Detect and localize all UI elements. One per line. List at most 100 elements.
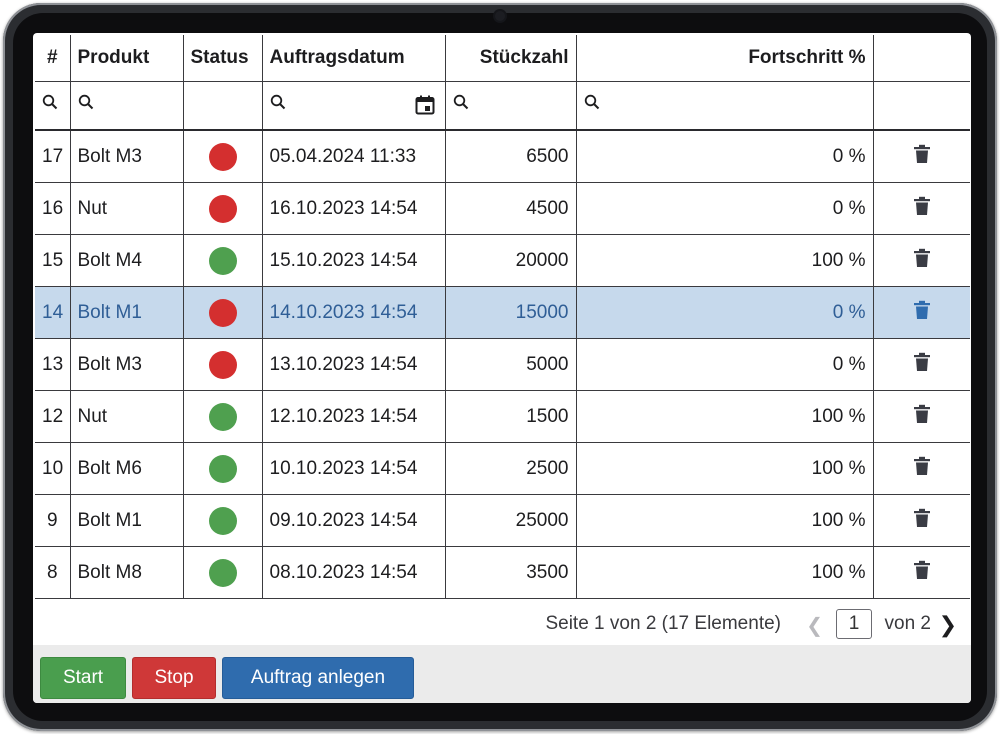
cell-quantity: 6500 (444, 129, 577, 183)
column-header-actions (872, 35, 970, 82)
pager: Seite 1 von 2 (17 Elemente) ❮ 1 von 2 ❯ (33, 608, 971, 640)
status-indicator (208, 298, 237, 327)
filter-status (182, 81, 263, 131)
calendar-icon[interactable] (414, 94, 436, 122)
column-header-date[interactable]: Auftragsdatum (261, 35, 446, 82)
table-header-row: # Produkt Status Auftragsdatum Stückzahl… (35, 35, 970, 82)
cell-id: 13 (35, 338, 71, 391)
cell-actions (872, 390, 970, 443)
cell-product: Bolt M8 (69, 546, 184, 599)
table-body: 17 Bolt M3 05.04.2024 11:33 6500 0 % 16 Nut 16.… (35, 129, 970, 599)
cell-date: 08.10.2023 14:54 (261, 546, 446, 599)
cell-progress: 0 % (575, 129, 874, 183)
table-row[interactable]: 16 Nut 16.10.2023 14:54 4500 0 % (35, 182, 970, 235)
filter-quantity[interactable] (444, 81, 577, 131)
cell-date: 15.10.2023 14:54 (261, 234, 446, 287)
trash-icon[interactable] (913, 404, 931, 430)
trash-icon[interactable] (913, 196, 931, 222)
status-indicator (208, 454, 237, 483)
search-icon (78, 94, 94, 116)
stop-button[interactable]: Stop (132, 657, 216, 699)
cell-quantity: 4500 (444, 182, 577, 235)
cell-actions (872, 286, 970, 339)
table-row[interactable]: 17 Bolt M3 05.04.2024 11:33 6500 0 % (35, 129, 970, 183)
trash-icon[interactable] (913, 300, 931, 326)
chevron-left-icon[interactable]: ❮ (806, 615, 823, 637)
cell-progress: 100 % (575, 494, 874, 547)
table-row[interactable]: 15 Bolt M4 15.10.2023 14:54 20000 100 % (35, 234, 970, 287)
cell-date: 10.10.2023 14:54 (261, 442, 446, 495)
cell-id: 15 (35, 234, 71, 287)
cell-status (182, 546, 263, 599)
page-number-input[interactable]: 1 (836, 609, 872, 639)
trash-icon[interactable] (913, 144, 931, 170)
cell-actions (872, 546, 970, 599)
trash-icon[interactable] (913, 352, 931, 378)
cell-date: 14.10.2023 14:54 (261, 286, 446, 339)
cell-quantity: 20000 (444, 234, 577, 287)
search-icon (584, 94, 600, 116)
status-indicator (208, 142, 237, 171)
filter-actions (872, 81, 970, 131)
cell-product: Bolt M1 (69, 286, 184, 339)
cell-actions (872, 182, 970, 235)
cell-quantity: 2500 (444, 442, 577, 495)
trash-icon[interactable] (913, 248, 931, 274)
filter-row (35, 81, 970, 131)
status-indicator (208, 194, 237, 223)
column-header-product[interactable]: Produkt (69, 35, 184, 82)
table-row[interactable]: 12 Nut 12.10.2023 14:54 1500 100 % (35, 390, 970, 443)
cell-progress: 100 % (575, 442, 874, 495)
status-indicator (208, 402, 237, 431)
column-header-quantity[interactable]: Stückzahl (444, 35, 577, 82)
chevron-right-icon[interactable]: ❯ (938, 612, 957, 637)
cell-date: 13.10.2023 14:54 (261, 338, 446, 391)
table-row[interactable]: 14 Bolt M1 14.10.2023 14:54 15000 0 % (35, 286, 970, 339)
status-indicator (208, 506, 237, 535)
status-indicator (208, 246, 237, 275)
cell-product: Nut (69, 182, 184, 235)
create-order-button[interactable]: Auftrag anlegen (222, 657, 414, 699)
cell-id: 17 (35, 129, 71, 183)
cell-progress: 100 % (575, 234, 874, 287)
pager-info: Seite 1 von 2 (17 Elemente) (545, 613, 781, 634)
cell-progress: 0 % (575, 286, 874, 339)
cell-status (182, 390, 263, 443)
cell-product: Bolt M4 (69, 234, 184, 287)
cell-status (182, 129, 263, 183)
cell-id: 8 (35, 546, 71, 599)
cell-progress: 100 % (575, 390, 874, 443)
tablet-frame: # Produkt Status Auftragsdatum Stückzahl… (3, 3, 997, 731)
cell-progress: 0 % (575, 338, 874, 391)
trash-icon[interactable] (913, 456, 931, 482)
cell-actions (872, 234, 970, 287)
filter-id[interactable] (35, 81, 71, 131)
cell-progress: 0 % (575, 182, 874, 235)
cell-product: Bolt M6 (69, 442, 184, 495)
cell-status (182, 494, 263, 547)
camera (495, 11, 505, 21)
table-row[interactable]: 8 Bolt M8 08.10.2023 14:54 3500 100 % (35, 546, 970, 599)
cell-quantity: 3500 (444, 546, 577, 599)
column-header-status[interactable]: Status (182, 35, 263, 82)
cell-status (182, 442, 263, 495)
filter-progress[interactable] (575, 81, 874, 131)
cell-date: 12.10.2023 14:54 (261, 390, 446, 443)
filter-date[interactable] (261, 81, 446, 131)
start-button[interactable]: Start (40, 657, 126, 699)
cell-product: Nut (69, 390, 184, 443)
pager-total: von 2 (884, 613, 931, 634)
cell-quantity: 25000 (444, 494, 577, 547)
table-row[interactable]: 9 Bolt M1 09.10.2023 14:54 25000 100 % (35, 494, 970, 547)
cell-status (182, 234, 263, 287)
filter-product[interactable] (69, 81, 184, 131)
table-row[interactable]: 13 Bolt M3 13.10.2023 14:54 5000 0 % (35, 338, 970, 391)
column-header-id[interactable]: # (35, 35, 71, 82)
table-row[interactable]: 10 Bolt M6 10.10.2023 14:54 2500 100 % (35, 442, 970, 495)
cell-actions (872, 494, 970, 547)
trash-icon[interactable] (913, 508, 931, 534)
cell-status (182, 286, 263, 339)
column-header-progress[interactable]: Fortschritt % (575, 35, 874, 82)
trash-icon[interactable] (913, 560, 931, 586)
status-indicator (208, 558, 237, 587)
